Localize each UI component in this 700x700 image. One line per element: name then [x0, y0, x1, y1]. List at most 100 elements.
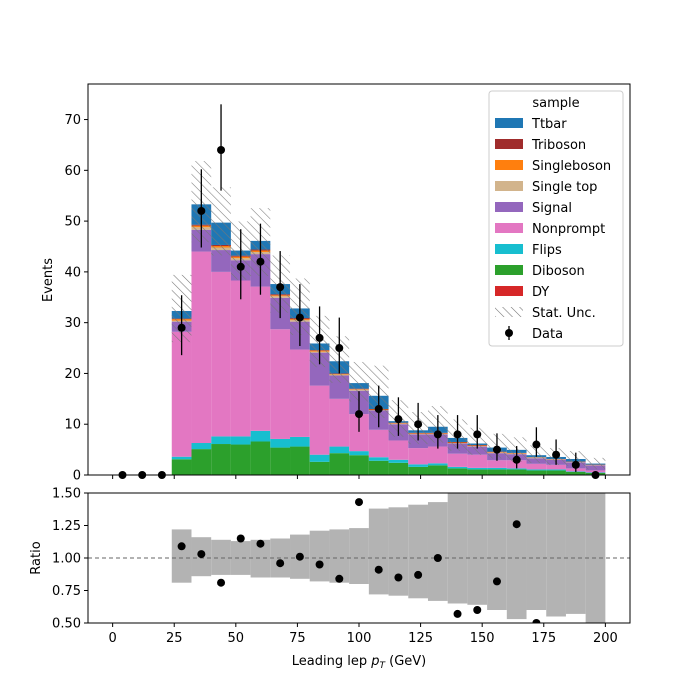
legend-label-signal: Signal	[532, 201, 572, 216]
data-point	[492, 445, 501, 454]
ratio-point	[453, 609, 462, 618]
legend-label-data: Data	[532, 327, 563, 342]
stat-unc-bin-21	[585, 457, 606, 470]
bar-diboson-bin-11	[388, 462, 409, 475]
ratio-unc-bin-13	[427, 502, 448, 601]
ratio-points	[177, 498, 541, 623]
ratio-point	[295, 552, 304, 561]
bar-nonprompt-bin-9	[349, 414, 369, 452]
bar-flips-bin-1	[191, 443, 212, 450]
legend-swatch-stat-unc	[495, 307, 523, 317]
data-point	[236, 262, 245, 271]
legend-data-marker	[505, 329, 513, 337]
bar-diboson-bin-14	[447, 468, 468, 475]
bar-flips-bin-18	[526, 469, 547, 471]
ratio-point	[394, 573, 403, 582]
ratio-point	[256, 539, 265, 548]
ratio-unc-bin-4	[250, 539, 271, 578]
bar-diboson-bin-9	[349, 455, 369, 475]
data-point	[276, 283, 285, 292]
ratio-point	[433, 554, 442, 562]
stat-unc-bin-2	[211, 187, 231, 256]
legend-label-dy: DY	[532, 285, 549, 300]
data-point	[512, 455, 521, 464]
data-point	[217, 146, 226, 155]
bar-diboson-bin-2	[211, 444, 231, 475]
x-tick-label: 125	[408, 631, 433, 646]
ratio-unc-bin-7	[309, 530, 330, 582]
bar-nonprompt-bin-5	[270, 329, 291, 439]
stat-unc-bin-9	[349, 361, 369, 402]
bar-flips-bin-6	[290, 436, 310, 447]
ratio-unc-bin-11	[388, 507, 409, 596]
ratio-point	[492, 577, 501, 586]
main-y-tick-label: 60	[64, 164, 81, 179]
legend-label-singleboson: Singleboson	[532, 159, 611, 174]
x-tick-label: 150	[470, 631, 495, 646]
bar-diboson-bin-7	[309, 461, 330, 475]
ratio-point	[414, 570, 423, 579]
legend-label-nonprompt: Nonprompt	[532, 222, 605, 237]
bar-nonprompt-bin-1	[191, 251, 212, 444]
x-tick-label: 75	[289, 631, 306, 646]
bar-nonprompt-bin-7	[309, 385, 330, 455]
ratio-unc-bin-0	[171, 529, 192, 583]
ratio-unc-bin-10	[368, 508, 389, 595]
ratio-unc-bin-3	[230, 541, 251, 575]
data-point	[571, 460, 580, 469]
bar-signal-bin-2	[211, 250, 231, 272]
bar-flips-bin-12	[408, 464, 428, 467]
legend-swatch-dy	[495, 286, 523, 296]
legend-swatch-ttbar	[495, 118, 523, 128]
main-y-tick-label: 0	[73, 469, 81, 484]
bar-flips-bin-17	[506, 468, 527, 470]
ratio-point	[276, 559, 285, 568]
ratio-unc-bin-2	[211, 539, 231, 575]
data-point	[453, 430, 462, 439]
bar-flips-bin-19	[546, 469, 566, 471]
ratio-y-tick-label: 1.00	[52, 552, 81, 567]
ratio-y-axis-label: Ratio	[29, 541, 44, 574]
main-y-tick-label: 40	[64, 265, 81, 280]
data-point	[315, 333, 324, 342]
bar-flips-bin-5	[270, 438, 291, 448]
data-point	[256, 257, 265, 266]
bar-diboson-bin-3	[230, 444, 251, 475]
bar-flips-bin-0	[171, 456, 192, 460]
ratio-unc-bin-17	[506, 493, 527, 620]
bar-diboson-bin-0	[171, 459, 192, 475]
bar-diboson-bin-20	[565, 471, 586, 475]
main-y-tick-label: 10	[64, 418, 81, 433]
bar-diboson-bin-4	[250, 441, 271, 475]
bar-diboson-bin-10	[368, 460, 389, 475]
ratio-point	[315, 560, 324, 569]
data-point	[295, 313, 304, 322]
ratio-panel: 0.50 0.75 1.00 1.25 1.50 0 25 50 75 100 125 150 175…	[29, 487, 631, 671]
x-tick-label: 100	[347, 631, 372, 646]
ratio-y-tick-label: 0.75	[52, 584, 81, 599]
data-point	[532, 440, 541, 449]
data-points	[118, 104, 600, 479]
bar-flips-bin-10	[368, 457, 389, 461]
x-tick-label: 0	[108, 631, 116, 646]
ratio-unc-bin-15	[467, 493, 488, 605]
bar-flips-bin-13	[427, 463, 448, 466]
ratio-point	[217, 578, 226, 587]
legend-swatch-singleboson	[495, 160, 523, 170]
data-point	[433, 430, 442, 439]
ratio-point	[512, 520, 521, 529]
bar-flips-bin-16	[487, 467, 507, 470]
bar-nonprompt-bin-0	[171, 331, 192, 457]
legend-swatch-single-top	[495, 181, 523, 191]
data-point	[374, 404, 383, 413]
legend-label-flips: Flips	[532, 243, 562, 258]
main-y-tick-label: 50	[64, 215, 81, 230]
bar-diboson-bin-8	[329, 453, 350, 475]
x-tick-label: 50	[228, 631, 245, 646]
data-point	[355, 410, 363, 419]
bar-nonprompt-bin-2	[211, 271, 231, 437]
bar-flips-bin-15	[467, 467, 488, 470]
ratio-unc-bin-20	[565, 493, 586, 614]
bar-flips-bin-8	[329, 446, 350, 454]
